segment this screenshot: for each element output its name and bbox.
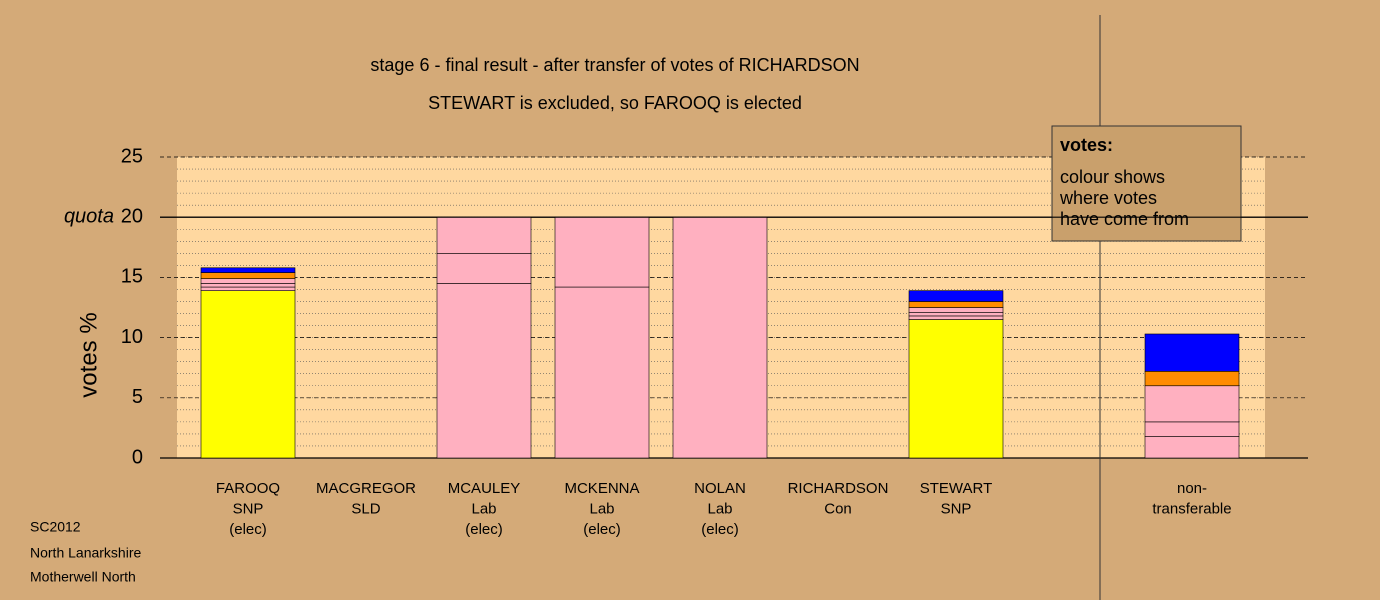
bar-segment bbox=[1144, 436, 1240, 459]
bar-segment bbox=[554, 216, 650, 288]
footer-line: Motherwell North bbox=[30, 569, 136, 585]
x-tick-label: MCKENNA bbox=[564, 480, 639, 497]
footer-line: North Lanarkshire bbox=[30, 545, 141, 561]
bar-segment bbox=[1144, 421, 1240, 437]
x-tick-label: (elec) bbox=[701, 521, 739, 538]
legend-title: votes: bbox=[1060, 135, 1113, 155]
bar-segment bbox=[436, 253, 532, 284]
x-tick-label: STEWART bbox=[920, 480, 993, 497]
bar-segment bbox=[200, 272, 296, 279]
bar-segment bbox=[1144, 385, 1240, 423]
bar-segment bbox=[908, 307, 1004, 313]
x-tick-label: RICHARDSON bbox=[788, 480, 889, 497]
bar-segment bbox=[908, 319, 1004, 459]
y-tick-label: 10 bbox=[121, 326, 143, 348]
bar-segment bbox=[908, 301, 1004, 308]
bar-segment bbox=[1144, 371, 1240, 387]
x-tick-label: SNP bbox=[233, 500, 264, 517]
x-tick-label: MCAULEY bbox=[448, 480, 521, 497]
bar-segment bbox=[672, 216, 768, 459]
x-tick-label: (elec) bbox=[583, 521, 621, 538]
bar-segment bbox=[200, 290, 296, 459]
legend-text: where votes bbox=[1059, 188, 1157, 208]
bar-segment bbox=[436, 216, 532, 254]
footer-line: SC2012 bbox=[30, 519, 81, 535]
bar-segment bbox=[200, 267, 296, 273]
y-axis-label: votes % bbox=[75, 312, 102, 397]
x-tick-label: transferable bbox=[1152, 500, 1231, 517]
bar-segment bbox=[908, 290, 1004, 302]
x-tick-label: SNP bbox=[941, 500, 972, 517]
bar-segment bbox=[908, 315, 1004, 320]
bar-segment bbox=[200, 278, 296, 284]
x-tick-label: non- bbox=[1177, 480, 1207, 497]
y-tick-label: 5 bbox=[132, 386, 143, 408]
legend-text: colour shows bbox=[1060, 167, 1165, 187]
y-tick-label: 20 bbox=[121, 205, 143, 227]
y-tick-label: 15 bbox=[121, 266, 143, 288]
chart-title: stage 6 - final result - after transfer … bbox=[370, 55, 859, 75]
x-tick-label: SLD bbox=[351, 500, 380, 517]
bar-segment bbox=[200, 283, 296, 288]
legend-box bbox=[1051, 125, 1242, 242]
x-tick-label: MACGREGOR bbox=[316, 480, 416, 497]
x-tick-label: NOLAN bbox=[694, 480, 746, 497]
legend-text: have come from bbox=[1060, 209, 1189, 229]
x-tick-label: Con bbox=[824, 500, 852, 517]
x-tick-label: Lab bbox=[471, 500, 496, 517]
bar-segment bbox=[1144, 333, 1240, 372]
x-tick-label: Lab bbox=[707, 500, 732, 517]
x-tick-label: (elec) bbox=[465, 521, 503, 538]
x-tick-label: (elec) bbox=[229, 521, 267, 538]
bar-segment bbox=[200, 286, 296, 291]
y-tick-label: 25 bbox=[121, 145, 143, 167]
y-tick-label: 0 bbox=[132, 446, 143, 468]
bar-segment bbox=[436, 283, 532, 459]
chart-subtitle: STEWART is excluded, so FAROOQ is electe… bbox=[428, 93, 802, 113]
x-tick-label: Lab bbox=[589, 500, 614, 517]
bar-segment bbox=[908, 312, 1004, 317]
bar-segment bbox=[554, 286, 650, 459]
quota-label: quota bbox=[64, 205, 114, 227]
x-tick-label: FAROOQ bbox=[216, 480, 280, 497]
